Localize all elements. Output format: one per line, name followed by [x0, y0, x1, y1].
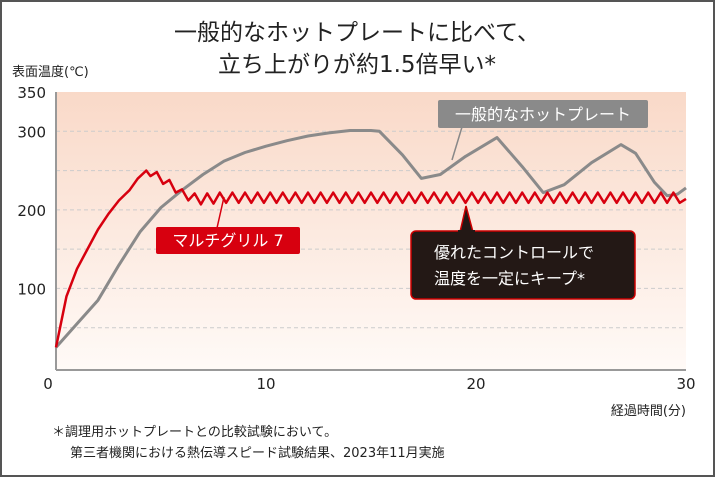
y-tick-label: 100 — [17, 280, 46, 298]
x-axis-label: 経過時間(分) — [611, 404, 686, 419]
gray-label-leader — [451, 126, 463, 161]
y-tick-label: 200 — [17, 202, 46, 220]
x-tick-label: 0 — [43, 375, 53, 393]
x-tick-label: 20 — [466, 375, 485, 393]
red-series-label-box — [156, 227, 300, 254]
callout-joint — [458, 230, 475, 234]
gray-series-label-box — [438, 100, 648, 128]
y-tick-label: 350 — [17, 84, 46, 102]
legend-hotplate: 一般的なホットプレート — [455, 105, 631, 124]
legend-multigrill: マルチグリル 7 — [172, 231, 283, 250]
footnote-line2: 第三者機関における熱伝導スピード試験結果、2023年11月実施 — [70, 445, 445, 461]
x-tick-label: 30 — [676, 375, 695, 393]
y-axis-label: 表面温度(℃) — [12, 64, 89, 80]
chart-title-line2: 立ち上がりが約1.5倍早い* — [218, 52, 496, 78]
series-line-multigrill — [54, 169, 687, 348]
callout-line2: 温度を一定にキープ* — [434, 269, 585, 288]
callout-box — [410, 230, 636, 300]
footnote-line1: ＊調理用ホットプレートとの比較試験において。 — [52, 424, 337, 440]
red-label-leader — [216, 196, 225, 229]
series-line-hotplate — [54, 129, 687, 349]
y-tick-label: 300 — [17, 123, 46, 141]
callout-line1: 優れたコントロールで — [434, 243, 594, 262]
chart-title: 一般的なホットプレートに比べて、 — [174, 20, 540, 46]
x-tick-label: 10 — [256, 375, 275, 393]
